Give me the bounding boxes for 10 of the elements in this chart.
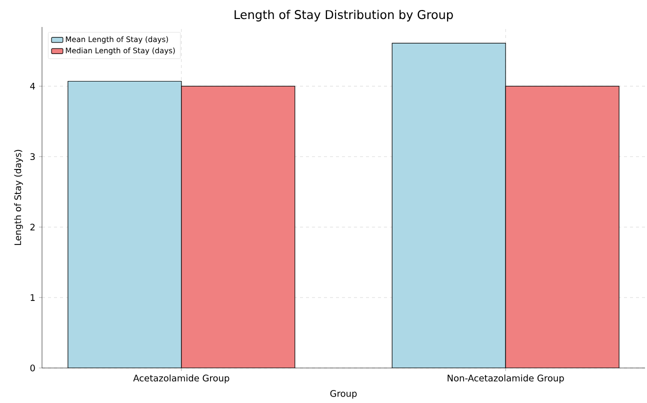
- y-tick-label: 1: [30, 294, 35, 301]
- y-tick-label: 4: [30, 82, 35, 90]
- y-tick-label: 3: [30, 153, 35, 160]
- y-tick-label: 0: [30, 364, 35, 372]
- x-axis-title: Group: [330, 390, 357, 399]
- x-tick-label: Non-Acetazolamide Group: [448, 374, 564, 384]
- y-axis-title: Length of Stay (days): [14, 150, 23, 245]
- x-tick-label: Acetazolamide Group: [133, 374, 230, 384]
- chart-title: Length of Stay Distribution by Group: [234, 10, 453, 22]
- y-tick-label: 2: [30, 224, 35, 230]
